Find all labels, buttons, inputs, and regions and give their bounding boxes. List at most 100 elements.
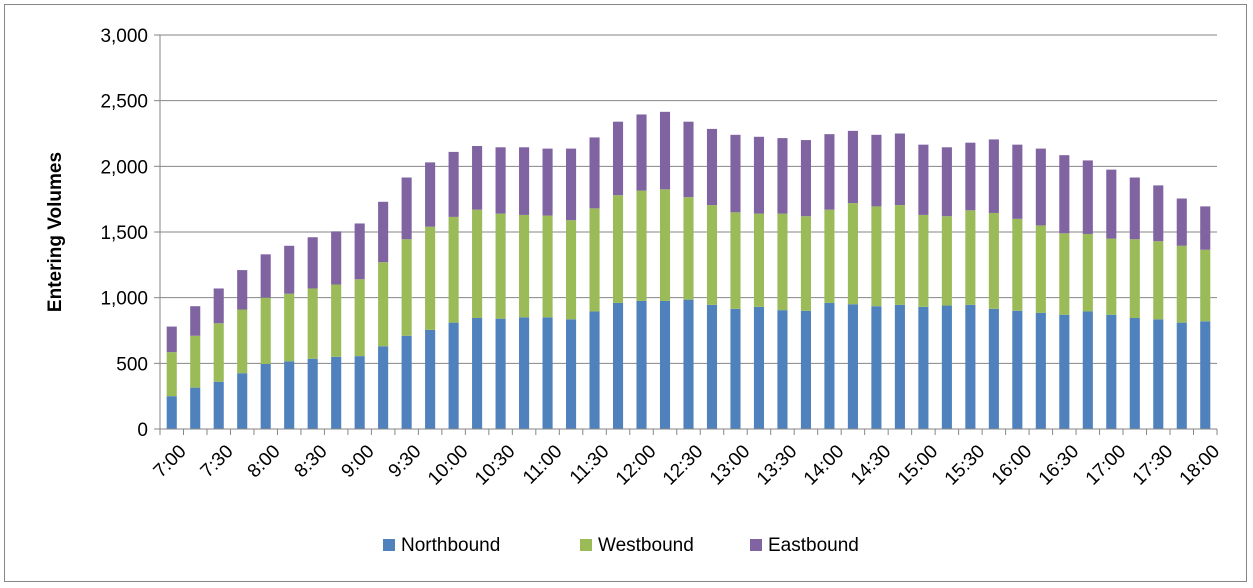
bar-eastbound-730 — [213, 288, 224, 324]
bar-westbound-1030 — [495, 213, 506, 319]
bar-northbound-1630 — [1059, 314, 1070, 429]
bar-eastbound-915 — [378, 201, 389, 263]
bar-eastbound-900 — [354, 223, 365, 280]
y-axis-title: Entering Volumes — [45, 152, 66, 312]
bar-westbound-1230 — [683, 197, 694, 300]
bar-eastbound-1300 — [730, 134, 741, 213]
bar-westbound-1215 — [659, 189, 671, 301]
x-tick-label: 8:00 — [244, 441, 285, 482]
bar-northbound-1715 — [1129, 318, 1140, 429]
y-tick-label: 2,000 — [100, 157, 148, 178]
bar-eastbound-845 — [331, 231, 342, 285]
bar-eastbound-1245 — [706, 128, 718, 206]
bar-northbound-1200 — [636, 300, 647, 429]
bar-westbound-745 — [237, 309, 248, 374]
legend-label-eastbound: Eastbound — [768, 535, 859, 556]
axes — [159, 35, 1218, 435]
bar-westbound-1045 — [519, 214, 530, 318]
bar-eastbound-1100 — [542, 148, 553, 216]
bar-eastbound-715 — [190, 306, 201, 336]
legend-label-westbound: Westbound — [598, 535, 694, 556]
x-tick-label: 12:30 — [659, 441, 707, 489]
bar-westbound-1130 — [589, 208, 600, 312]
bar-westbound-1500 — [918, 214, 929, 307]
bar-northbound-1800 — [1200, 321, 1211, 429]
bar-northbound-1330 — [777, 310, 788, 429]
bar-eastbound-1200 — [636, 114, 647, 191]
bar-eastbound-815 — [284, 245, 295, 294]
bar-eastbound-1400 — [824, 134, 835, 210]
chart-frame: 0 500 1,000 1,500 2,000 2,500 3,000 7:00 7:30 8:… — [4, 4, 1247, 582]
legend: Northbound Westbound Eastbound — [383, 535, 859, 556]
bar-eastbound-1215 — [659, 111, 671, 190]
bar-westbound-1115 — [566, 220, 577, 320]
bar-northbound-1545 — [988, 308, 999, 429]
bar-westbound-1645 — [1082, 233, 1093, 312]
x-tick-label: 17:30 — [1129, 441, 1177, 489]
x-tick-label: 15:30 — [941, 441, 989, 489]
bar-eastbound-1230 — [683, 121, 694, 198]
x-tick-label: 7:30 — [197, 441, 238, 482]
bar-westbound-930 — [401, 239, 412, 336]
x-tick-label: 7:00 — [150, 441, 191, 482]
x-tick-label: 18:00 — [1176, 441, 1224, 489]
bar-westbound-815 — [284, 293, 295, 362]
bars — [166, 111, 1211, 429]
x-tick-label: 14:00 — [800, 441, 848, 489]
bar-westbound-1315 — [753, 213, 765, 307]
bar-eastbound-1630 — [1059, 155, 1070, 234]
bar-eastbound-1645 — [1082, 160, 1093, 234]
bar-northbound-1030 — [495, 318, 506, 429]
y-tick-label: 0 — [137, 420, 148, 441]
bar-eastbound-1545 — [988, 139, 999, 213]
x-tick-label: 16:30 — [1035, 441, 1083, 489]
bar-eastbound-1800 — [1200, 206, 1211, 250]
bar-westbound-1730 — [1153, 241, 1164, 320]
bar-eastbound-1115 — [566, 148, 577, 221]
bar-eastbound-1000 — [448, 151, 459, 217]
bar-eastbound-830 — [307, 237, 318, 289]
bar-northbound-1430 — [871, 306, 882, 429]
bar-northbound-1100 — [542, 317, 553, 429]
bar-westbound-715 — [190, 335, 201, 388]
bar-northbound-1745 — [1176, 322, 1187, 429]
bar-eastbound-1145 — [612, 121, 624, 196]
bar-westbound-1245 — [706, 205, 718, 305]
bar-westbound-1600 — [1012, 218, 1023, 311]
y-tick-label: 3,000 — [100, 26, 148, 47]
bar-eastbound-1745 — [1176, 198, 1187, 246]
bar-eastbound-1700 — [1106, 169, 1117, 239]
bar-eastbound-1715 — [1129, 177, 1140, 240]
bar-northbound-745 — [237, 373, 248, 429]
y-tick-label: 1,500 — [100, 223, 148, 244]
bar-northbound-1000 — [448, 322, 459, 429]
bar-eastbound-1045 — [519, 147, 530, 215]
bar-westbound-1445 — [894, 205, 905, 305]
bar-westbound-1430 — [871, 206, 882, 307]
bar-westbound-1100 — [542, 215, 553, 318]
bar-westbound-1630 — [1059, 233, 1070, 315]
bar-westbound-1015 — [472, 209, 483, 319]
bar-eastbound-1130 — [589, 137, 600, 209]
bar-northbound-1345 — [800, 310, 811, 429]
bar-northbound-1445 — [894, 304, 905, 429]
bar-westbound-1200 — [636, 190, 647, 301]
bar-eastbound-1530 — [965, 142, 976, 211]
bar-northbound-845 — [331, 356, 342, 429]
bar-northbound-1415 — [847, 304, 858, 429]
legend-swatch-eastbound — [750, 539, 762, 551]
bar-westbound-945 — [425, 226, 436, 330]
x-tick-label: 10:00 — [424, 441, 472, 489]
x-tick-label: 15:00 — [894, 441, 942, 489]
bar-northbound-1700 — [1106, 314, 1117, 429]
bar-northbound-945 — [425, 329, 436, 429]
bar-northbound-715 — [190, 387, 201, 429]
bar-westbound-1330 — [777, 213, 788, 311]
bar-northbound-1400 — [824, 302, 835, 429]
bar-eastbound-945 — [425, 162, 436, 227]
bar-westbound-915 — [378, 262, 389, 347]
bar-westbound-700 — [166, 352, 177, 397]
bar-northbound-815 — [284, 361, 295, 429]
